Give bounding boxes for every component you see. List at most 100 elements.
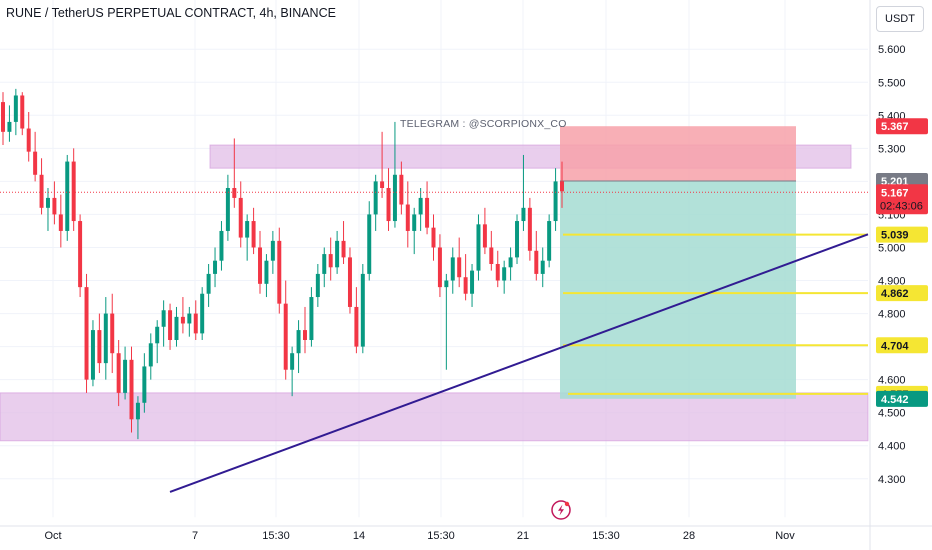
- candle: [245, 214, 250, 261]
- candle: [129, 346, 134, 433]
- candle-body: [206, 273, 211, 294]
- candle-body: [418, 197, 423, 215]
- candle-body: [258, 247, 263, 284]
- candle-body: [373, 181, 378, 215]
- candle-body: [116, 353, 121, 393]
- price-tick-label: 4.900: [878, 276, 906, 288]
- candle-body: [296, 330, 301, 354]
- lightning-icon[interactable]: [551, 500, 571, 520]
- take-profit-area[interactable]: [560, 181, 796, 399]
- price-tag-bg: [876, 184, 928, 215]
- candle-body: [78, 221, 83, 288]
- price-tick-label: 4.500: [878, 408, 906, 420]
- candle: [103, 297, 108, 380]
- candle: [437, 234, 442, 298]
- chart-title: RUNE / TetherUS PERPETUAL CONTRACT, 4h, …: [6, 6, 336, 20]
- flash-icon-layer[interactable]: [551, 500, 571, 520]
- candle: [553, 168, 558, 231]
- candle: [508, 247, 513, 281]
- candle-body: [534, 250, 539, 274]
- candle: [315, 263, 320, 307]
- candle-body: [405, 204, 410, 231]
- price-tag-value: 5.367: [881, 121, 909, 133]
- candle-body: [219, 230, 224, 261]
- candle-body: [495, 263, 500, 281]
- candle-body: [33, 151, 38, 175]
- candle-body: [123, 359, 128, 393]
- stop-loss-area[interactable]: [560, 126, 796, 182]
- price-tick-label: 4.300: [878, 474, 906, 486]
- candle-body: [489, 247, 494, 264]
- candle: [335, 230, 340, 274]
- price-axis[interactable]: 5.6005.5005.4005.3005.2005.1005.0004.900…: [869, 0, 906, 550]
- candle-body: [71, 161, 76, 222]
- candle: [187, 306, 192, 337]
- time-axis[interactable]: Oct 7 15:30 14 15:30 21 15:30 28 Nov: [0, 525, 932, 542]
- candle-body: [65, 161, 70, 231]
- candle-body: [264, 260, 269, 284]
- candle: [52, 181, 57, 225]
- candle: [341, 221, 346, 264]
- candle-body: [302, 330, 307, 340]
- currency-button[interactable]: USDT: [876, 6, 924, 32]
- candle-body: [97, 330, 102, 364]
- price-tag: 4.704: [876, 337, 928, 354]
- candle-body: [110, 313, 115, 354]
- candle-body: [476, 224, 481, 271]
- candle-body: [148, 343, 153, 367]
- price-tick-label: 4.600: [878, 375, 906, 387]
- candle: [431, 214, 436, 261]
- time-tick-label: 7: [192, 530, 198, 542]
- candle: [39, 158, 44, 215]
- candle-body: [360, 273, 365, 347]
- candle-body: [213, 260, 218, 274]
- price-tag: 4.862: [876, 285, 928, 302]
- candle-body: [560, 181, 564, 192]
- candle: [290, 346, 295, 397]
- candle-body: [1, 102, 5, 132]
- candle-body: [450, 257, 455, 281]
- candle-body: [26, 128, 31, 152]
- candle: [174, 306, 179, 347]
- candle: [386, 168, 391, 231]
- levels-layer[interactable]: [0, 191, 868, 395]
- candle: [444, 273, 449, 370]
- candle: [482, 207, 487, 255]
- candle: [97, 313, 102, 374]
- candle: [495, 250, 500, 288]
- time-tick-label: Nov: [775, 530, 795, 542]
- candle: [213, 247, 218, 288]
- trend-line[interactable]: [169, 233, 869, 493]
- position-layer[interactable]: [560, 126, 796, 399]
- price-tag: 4.542: [876, 390, 928, 407]
- candle-body: [392, 174, 397, 222]
- price-tag-bg: [876, 337, 928, 354]
- price-tick-label: 5.000: [878, 242, 906, 254]
- candle: [219, 221, 224, 271]
- candle: [425, 181, 430, 235]
- trend-layer[interactable]: [169, 233, 869, 493]
- price-tick-label: 4.400: [878, 441, 906, 453]
- candle: [476, 214, 481, 281]
- candle-body: [290, 353, 295, 370]
- candle-body: [7, 121, 12, 132]
- lightning-icon-dot: [564, 501, 570, 507]
- price-tick-label: 4.800: [878, 309, 906, 321]
- price-tag: 5.039: [876, 226, 928, 243]
- candle: [515, 214, 520, 264]
- time-tick-label: 14: [353, 530, 365, 542]
- candle-body: [335, 240, 340, 268]
- candle: [399, 161, 404, 215]
- candle: [373, 174, 378, 231]
- candle: [392, 121, 397, 228]
- candle-body: [399, 174, 404, 205]
- price-tag-value: 5.039: [881, 230, 909, 242]
- candle-body: [45, 197, 50, 208]
- candle: [540, 247, 545, 288]
- candle: [161, 300, 166, 347]
- candle-body: [380, 181, 385, 188]
- candle-body: [444, 280, 449, 288]
- telegram-watermark: TELEGRAM : @SCORPIONX_CO: [400, 118, 567, 130]
